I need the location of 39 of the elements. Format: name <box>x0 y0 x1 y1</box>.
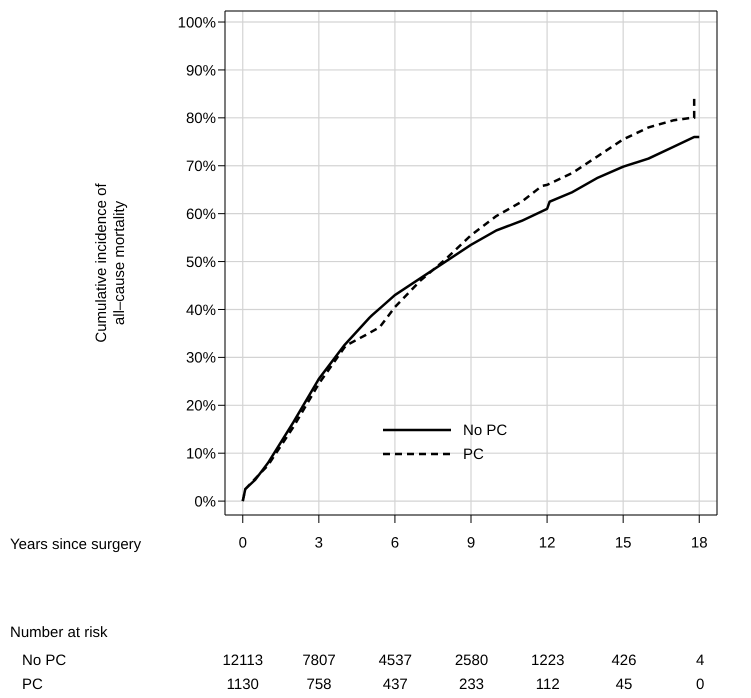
text: Number at risk <box>10 624 108 641</box>
text: 12113 <box>221 652 264 669</box>
x-tick-label: 12 <box>538 534 556 552</box>
text: 1223 <box>530 652 566 669</box>
y-tick-label: 50% <box>186 254 216 271</box>
x-tick-label: 9 <box>466 534 476 552</box>
y-axis-title: Cumulative incidence of all–cause mortality <box>93 182 128 343</box>
legend-label: PC <box>463 446 484 462</box>
text: 426 <box>610 652 638 669</box>
y-tick-label: 20% <box>186 398 216 415</box>
text: 233 <box>458 676 486 693</box>
text: 112 <box>534 676 561 693</box>
x-axis-title: Years since surgery <box>10 536 142 553</box>
text: 7807 <box>301 652 337 669</box>
text: 758 <box>306 676 333 693</box>
y-tick-label: 100% <box>178 14 216 32</box>
text: 2580 <box>454 652 490 669</box>
text: 4 <box>695 652 706 669</box>
y-tick-label: 30% <box>186 350 216 367</box>
y-tick-label: 40% <box>186 302 216 319</box>
x-tick-label: 0 <box>238 534 247 552</box>
y-tick-label: 60% <box>186 206 216 223</box>
text: No PC <box>22 652 66 669</box>
x-tick-label: 6 <box>390 534 400 552</box>
x-tick-label: 3 <box>314 534 324 552</box>
text: 45 <box>614 676 634 693</box>
y-tick-label: 70% <box>186 158 216 176</box>
y-tick-label: 90% <box>186 62 216 80</box>
x-tick-label: 18 <box>690 534 708 552</box>
y-tick-label: 80% <box>186 110 216 128</box>
text: 437 <box>382 676 409 693</box>
text: 4537 <box>378 652 413 669</box>
text: PC <box>22 676 43 693</box>
legend-label: No PC <box>463 422 508 438</box>
x-tick-label: 15 <box>614 534 632 552</box>
text: 0 <box>695 676 706 693</box>
y-tick-label: 10% <box>186 446 216 463</box>
y-tick-label: 0% <box>194 493 216 510</box>
text: 1130 <box>226 676 260 693</box>
